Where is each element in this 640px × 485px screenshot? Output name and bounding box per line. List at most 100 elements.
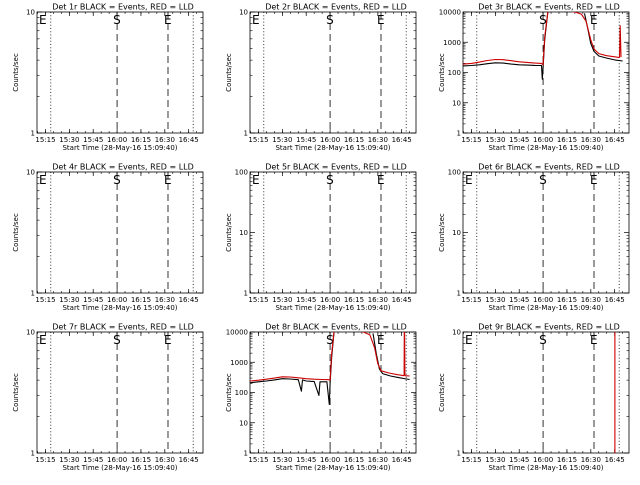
x-tick-label: 15:15 — [248, 136, 268, 144]
x-axis-label: Start Time (28-May-16 15:09:40) — [275, 304, 390, 312]
y-tick-label: 10 — [452, 99, 461, 107]
interval-marker-label: E — [39, 173, 47, 187]
y-tick-label: 100 — [448, 169, 461, 177]
y-tick-label: 10 — [239, 229, 248, 237]
y-axis-label: Counts/sec — [12, 53, 20, 92]
x-axis-label: Start Time (28-May-16 15:09:40) — [62, 144, 177, 152]
x-axis-label: Start Time (28-May-16 15:09:40) — [488, 144, 603, 152]
x-tick-label: 15:30 — [485, 296, 505, 304]
y-axis-label: Counts/sec — [438, 53, 446, 92]
interval-marker-label: E — [252, 173, 260, 187]
x-tick-label: 16:45 — [179, 456, 199, 464]
x-tick-label: 16:00 — [533, 296, 553, 304]
lld-rate-line — [403, 332, 410, 377]
x-tick-label: 15:30 — [59, 136, 79, 144]
y-axis-label: Counts/sec — [12, 213, 20, 252]
x-tick-label: 16:45 — [179, 296, 199, 304]
interval-marker-label: S — [113, 173, 121, 187]
interval-marker-label: E — [39, 333, 47, 347]
x-axis-label: Start Time (28-May-16 15:09:40) — [488, 464, 603, 472]
y-tick-label: 10 — [239, 9, 248, 17]
x-tick-label: 16:45 — [605, 296, 625, 304]
x-tick-label: 16:30 — [368, 136, 388, 144]
plot-frame — [249, 331, 417, 454]
y-tick-label: 10000 — [439, 9, 461, 17]
x-tick-label: 16:00 — [320, 296, 340, 304]
y-tick-label: 1 — [31, 290, 35, 298]
x-axis-label: Start Time (28-May-16 15:09:40) — [62, 304, 177, 312]
x-tick-label: 16:15 — [131, 296, 151, 304]
y-axis-label: Counts/sec — [225, 373, 233, 412]
panel-title: Det 8r BLACK = Events, RED = LLD — [265, 323, 407, 332]
x-tick-label: 15:30 — [485, 136, 505, 144]
x-tick-label: 16:30 — [581, 136, 601, 144]
detector-panel-5: Det 5r BLACK = Events, RED = LLD 1 10 100 15… — [225, 163, 417, 312]
plot-frame — [36, 11, 204, 134]
x-tick-label: 16:15 — [557, 296, 577, 304]
detector-panel-6: Det 6r BLACK = Events, RED = LLD 1 10 100 15… — [438, 163, 630, 312]
panel-title: Det 1r BLACK = Events, RED = LLD — [52, 3, 194, 12]
lld-rate-line — [463, 12, 549, 66]
x-tick-label: 16:00 — [320, 136, 340, 144]
y-tick-label: 100 — [448, 69, 461, 77]
plot-frame — [249, 171, 417, 294]
interval-marker-label: E — [252, 13, 260, 27]
plot-frame — [462, 331, 630, 454]
x-tick-label: 16:30 — [155, 296, 175, 304]
panel-title: Det 3r BLACK = Events, RED = LLD — [478, 3, 620, 12]
y-tick-label: 1000 — [443, 39, 461, 47]
x-tick-label: 16:15 — [344, 136, 364, 144]
x-tick-label: 16:45 — [392, 296, 412, 304]
detector-panel-7: Det 7r BLACK = Events, RED = LLD 1 10 15:15… — [12, 323, 204, 472]
x-tick-label: 15:45 — [509, 296, 529, 304]
interval-marker-label: E — [377, 173, 385, 187]
x-tick-label: 16:15 — [131, 456, 151, 464]
panel-title: Det 9r BLACK = Events, RED = LLD — [478, 323, 620, 332]
interval-marker-label: E — [590, 333, 598, 347]
series-group — [463, 12, 623, 80]
x-tick-label: 15:30 — [485, 456, 505, 464]
x-tick-label: 16:15 — [344, 296, 364, 304]
x-tick-label: 16:15 — [344, 456, 364, 464]
x-tick-label: 15:30 — [272, 456, 292, 464]
series-group — [250, 332, 410, 406]
lld-rate-line — [250, 332, 335, 382]
x-tick-label: 16:30 — [155, 456, 175, 464]
y-tick-label: 1000 — [230, 359, 248, 367]
interval-marker-label: S — [539, 333, 547, 347]
detector-panel-9: Det 9r BLACK = Events, RED = LLD 1 10 15:15… — [438, 323, 630, 472]
x-tick-label: 16:00 — [533, 136, 553, 144]
x-tick-label: 15:15 — [461, 296, 481, 304]
x-tick-label: 15:45 — [509, 136, 529, 144]
y-tick-label: 1 — [457, 450, 461, 458]
x-tick-label: 15:45 — [83, 136, 103, 144]
x-tick-label: 15:15 — [35, 296, 55, 304]
x-tick-label: 15:45 — [83, 296, 103, 304]
x-tick-label: 15:15 — [248, 296, 268, 304]
lld-rate-line — [618, 25, 622, 58]
detector-panel-4: Det 4r BLACK = Events, RED = LLD 1 10 15:15… — [12, 163, 204, 312]
x-axis-label: Start Time (28-May-16 15:09:40) — [275, 144, 390, 152]
interval-marker-label: S — [113, 13, 121, 27]
x-tick-label: 16:30 — [368, 296, 388, 304]
interval-marker-label: E — [590, 173, 598, 187]
x-axis-label: Start Time (28-May-16 15:09:40) — [275, 464, 390, 472]
x-tick-label: 16:30 — [155, 136, 175, 144]
x-tick-label: 16:30 — [581, 296, 601, 304]
detector-panel-8: Det 8r BLACK = Events, RED = LLD 1 10 100 10… — [225, 323, 417, 472]
x-tick-label: 16:45 — [605, 136, 625, 144]
x-tick-label: 16:30 — [368, 456, 388, 464]
interval-marker-label: E — [164, 333, 172, 347]
y-tick-label: 100 — [235, 169, 248, 177]
y-tick-label: 1 — [244, 290, 248, 298]
y-tick-label: 1 — [244, 450, 248, 458]
y-tick-label: 1 — [31, 450, 35, 458]
plot-frame — [249, 11, 417, 134]
x-tick-label: 16:45 — [179, 136, 199, 144]
y-tick-label: 1 — [244, 130, 248, 138]
interval-marker-label: S — [326, 173, 334, 187]
event-rate-line — [250, 332, 335, 406]
y-tick-label: 1 — [31, 130, 35, 138]
